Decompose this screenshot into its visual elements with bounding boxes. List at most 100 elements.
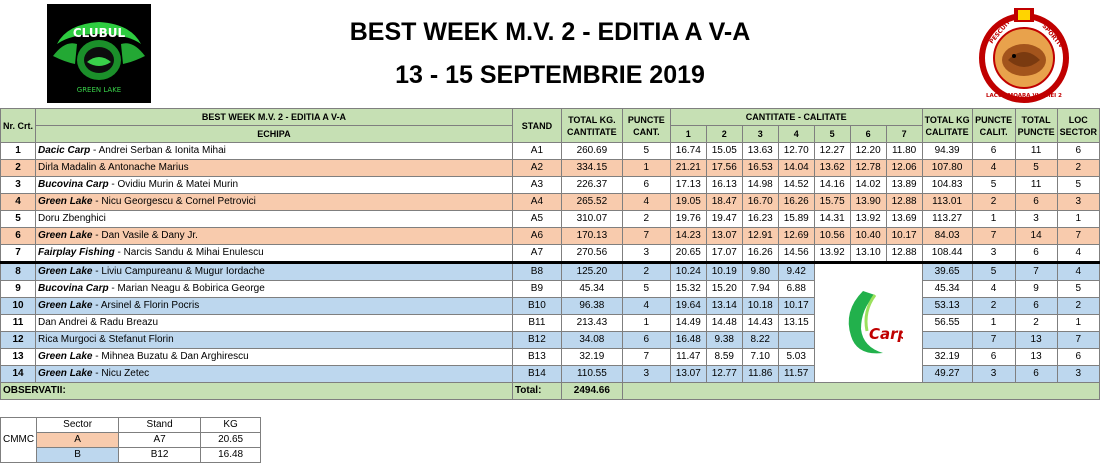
team-name: Fairplay Fishing	[38, 247, 115, 258]
stand-cell: A3	[511, 176, 562, 194]
total-puncte-cell: 11	[1014, 176, 1058, 194]
obs-row-kg: 20.65	[200, 432, 262, 448]
puncte-calit-cell: 4	[971, 159, 1016, 177]
cmmc-label: CMMC	[0, 417, 38, 463]
round-7-cell: 12.88	[885, 244, 923, 263]
stand-cell: B11	[511, 314, 562, 332]
team-members: - Liviu Campureanu & Mugur Iordache	[92, 266, 265, 277]
stand-cell: B14	[511, 365, 562, 383]
round-4-cell: 5.03	[777, 348, 815, 366]
round-3-cell: 10.18	[741, 297, 779, 315]
total-kg-cell: 170.13	[560, 227, 623, 245]
total-kg-cell: 45.34	[560, 280, 623, 298]
col-header-round-6: 6	[849, 125, 887, 143]
puncte-calit-cell: 1	[971, 210, 1016, 228]
round-4-cell: 14.56	[777, 244, 815, 263]
observatii-label: OBSERVATII:	[0, 382, 513, 400]
table-row: 4 Green Lake - Nicu Georgescu & Cornel Pe…	[0, 193, 1100, 211]
stand-cell: A5	[511, 210, 562, 228]
total-puncte-cell: 6	[1014, 297, 1058, 315]
sponsor-carp-logo: Carp	[813, 261, 923, 383]
row-number: 4	[0, 193, 37, 211]
round-1-cell: 15.32	[669, 280, 707, 298]
round-2-cell: 9.38	[705, 331, 743, 349]
team-members: - Mihnea Buzatu & Dan Arghirescu	[92, 351, 249, 362]
team-cell: Green Lake - Arsinel & Florin Pocris	[35, 297, 513, 315]
round-4-cell: 10.17	[777, 297, 815, 315]
round-3-cell: 13.63	[741, 142, 779, 160]
loc-sector-cell: 4	[1056, 261, 1100, 281]
round-6-cell: 12.20	[849, 142, 887, 160]
loc-sector-cell: 7	[1056, 227, 1100, 245]
event-label: BEST WEEK M.V. 2 - EDITIA A V-A	[35, 108, 513, 126]
round-3-cell: 12.91	[741, 227, 779, 245]
round-6-cell: 12.78	[849, 159, 887, 177]
stand-cell: A6	[511, 227, 562, 245]
footer-filler	[621, 382, 1100, 400]
round-5-cell: 14.31	[813, 210, 851, 228]
round-6-cell: 13.92	[849, 210, 887, 228]
round-5-cell: 12.27	[813, 142, 851, 160]
col-header-loc-sector: LOC SECTOR	[1056, 108, 1100, 143]
round-1-cell: 19.05	[669, 193, 707, 211]
table-row: 2 Dirla Madalin & Antonache Marius A2 334.1…	[0, 159, 1100, 177]
stand-cell: A1	[511, 142, 562, 160]
round-3-cell: 11.86	[741, 365, 779, 383]
loc-sector-cell: 2	[1056, 159, 1100, 177]
team-cell: Green Lake - Mihnea Buzatu & Dan Arghire…	[35, 348, 513, 366]
total-kg-calitate-cell: 45.34	[921, 280, 973, 298]
loc-sector-cell: 2	[1056, 297, 1100, 315]
loc-sector-cell: 3	[1056, 193, 1100, 211]
round-4-cell: 13.15	[777, 314, 815, 332]
total-puncte-cell: 13	[1014, 348, 1058, 366]
page-subtitle-dates: 13 - 15 SEPTEMBRIE 2019	[395, 61, 705, 89]
round-1-cell: 16.74	[669, 142, 707, 160]
team-name: Dacic Carp	[38, 145, 91, 156]
team-name: Bucovina Carp	[38, 283, 109, 294]
table-row: 3 Bucovina Carp - Ovidiu Murin & Matei Mu…	[0, 176, 1100, 194]
puncte-calit-cell: 3	[971, 365, 1016, 383]
puncte-cant-cell: 6	[621, 176, 671, 194]
row-number: 1	[0, 142, 37, 160]
team-members: - Nicu Georgescu & Cornel Petrovici	[92, 196, 256, 207]
obs-header-stand: Stand	[118, 417, 202, 433]
obs-row-sector: B	[36, 447, 120, 463]
puncte-cant-cell: 7	[621, 227, 671, 245]
total-kg-cell: 310.07	[560, 210, 623, 228]
total-kg-calitate-cell: 49.27	[921, 365, 973, 383]
col-header-total-puncte: TOTAL PUNCTE	[1014, 108, 1058, 143]
total-kg-cell: 226.37	[560, 176, 623, 194]
total-kg-calitate-cell: 108.44	[921, 244, 973, 263]
team-members: - Andrei Serban & Ionita Mihai	[90, 145, 226, 156]
total-puncte-cell: 3	[1014, 210, 1058, 228]
puncte-cant-cell: 1	[621, 314, 671, 332]
round-1-cell: 13.07	[669, 365, 707, 383]
logo-left-bottom-text: GREEN LAKE	[77, 86, 121, 94]
round-1-cell: 14.23	[669, 227, 707, 245]
round-1-cell: 17.13	[669, 176, 707, 194]
row-number: 9	[0, 280, 37, 298]
table-row: 11 Dan Andrei & Radu Breazu B11 213.43 1 14.4…	[0, 314, 1100, 332]
round-4-cell: 15.89	[777, 210, 815, 228]
team-members: - Marian Neagu & Bobirica George	[108, 283, 265, 294]
puncte-calit-cell: 2	[971, 193, 1016, 211]
puncte-calit-cell: 2	[971, 297, 1016, 315]
col-header-stand: STAND	[511, 108, 562, 143]
obs-header-sector: Sector	[36, 417, 120, 433]
table-row: 14 Green Lake - Nicu Zetec B14 110.55 3 13.07…	[0, 365, 1100, 383]
round-2-cell: 16.13	[705, 176, 743, 194]
total-label: Total:	[511, 382, 562, 400]
round-2-cell: 15.05	[705, 142, 743, 160]
round-2-cell: 17.56	[705, 159, 743, 177]
row-number: 10	[0, 297, 37, 315]
loc-sector-cell: 6	[1056, 348, 1100, 366]
team-cell: Doru Zbenghici	[35, 210, 513, 228]
round-2-cell: 13.14	[705, 297, 743, 315]
loc-sector-cell: 6	[1056, 142, 1100, 160]
round-3-cell: 14.98	[741, 176, 779, 194]
total-puncte-cell: 5	[1014, 159, 1058, 177]
round-3-cell: 7.94	[741, 280, 779, 298]
table-row: 8 Green Lake - Liviu Campureanu & Mugur I…	[0, 261, 1100, 383]
round-3-cell: 16.70	[741, 193, 779, 211]
total-kg-calitate-cell: 32.19	[921, 348, 973, 366]
